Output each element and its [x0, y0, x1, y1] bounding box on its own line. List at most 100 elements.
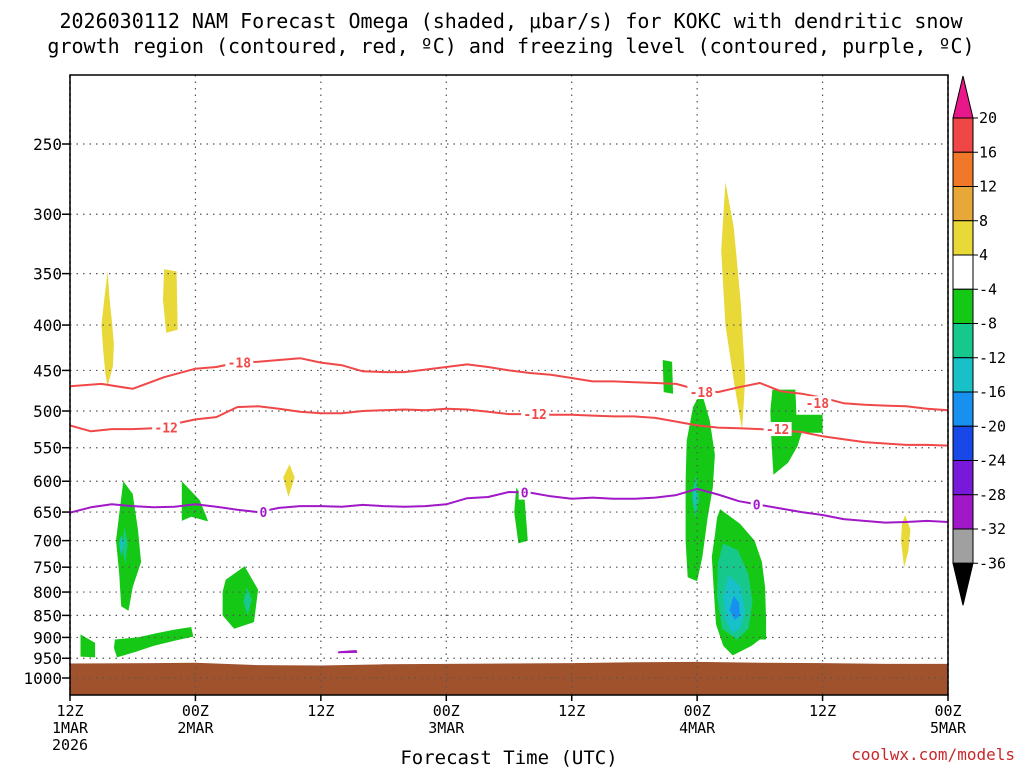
omega-area-23: [337, 650, 358, 654]
colorbar-label: -4: [979, 280, 997, 298]
omega-area-3: [721, 182, 746, 430]
x-axis-title: Forecast Time (UTC): [400, 747, 617, 768]
colorbar-label: 4: [979, 246, 988, 264]
omega-area-10: [514, 487, 528, 544]
contour-label-bg: [225, 355, 254, 370]
y-tick-label: 650: [33, 503, 62, 522]
x-tick-label: 12Z: [307, 702, 334, 720]
y-tick-label: 850: [33, 606, 62, 625]
y-tick-label: 700: [33, 532, 62, 551]
contour-label--18: -18: [228, 357, 252, 372]
y-tick-label: 1000: [23, 669, 62, 688]
y-tick-label: 250: [33, 135, 62, 154]
omega-area-2: [283, 464, 295, 497]
x-tick-label: 12Z: [56, 702, 83, 720]
contour-label-bg: [152, 420, 181, 435]
omega-area-20: [693, 487, 697, 511]
colorbar-swatch: [952, 288, 974, 324]
y-axis: 250 300 350 400 450 500 550 600 650 700 750 800 850 9…: [23, 135, 70, 688]
y-tick-label: 300: [33, 205, 62, 224]
colorbar-swatch: [952, 425, 974, 461]
contour-label-bg: [521, 407, 550, 422]
x-tick-label: 12Z: [558, 702, 585, 720]
colorbar: 20 16 12 8 4 -4 -8 -12 -16 -20 -24 -28 -32 -36: [952, 75, 1006, 606]
colorbar-label: -8: [979, 315, 997, 333]
colorbar-label: -36: [979, 554, 1006, 572]
y-tick-label: 400: [33, 316, 62, 335]
colorbar-swatch: [952, 220, 974, 256]
colorbar-swatch: [952, 323, 974, 359]
y-tick-label: 600: [33, 472, 62, 491]
omega-shading-layer: [70, 182, 948, 695]
y-tick-label: 800: [33, 583, 62, 602]
y-tick-label: 750: [33, 558, 62, 577]
contour-label-0: 0: [753, 498, 761, 513]
isotherm-line-0: [70, 487, 948, 524]
x-tick-label: 5MAR: [930, 719, 967, 737]
x-tick-label: 2026: [52, 736, 88, 754]
colorbar-label: -32: [979, 520, 1006, 538]
omega-area-12: [685, 391, 715, 582]
x-tick-label: 00Z: [684, 702, 711, 720]
omega-area-5: [116, 481, 142, 611]
x-tick-label: 12Z: [809, 702, 836, 720]
colorbar-label: 20: [979, 109, 997, 127]
contour-label-bg: [803, 396, 832, 411]
omega-area-1: [163, 269, 178, 333]
y-tick-label: 500: [33, 402, 62, 421]
contour-labels: -18 -18 -18 -12 -12 -12 0 0 0: [152, 355, 832, 521]
colorbar-bottom-arrow: [952, 562, 974, 606]
omega-area-9: [113, 627, 194, 658]
omega-area-16: [243, 587, 252, 616]
colorbar-swatch: [952, 151, 974, 187]
x-tick-label: 1MAR: [52, 719, 89, 737]
x-tick-label: 00Z: [182, 702, 209, 720]
ground-fill: [70, 661, 948, 695]
contour-label--12: -12: [523, 408, 546, 423]
plot-background: [70, 75, 948, 695]
x-tick-label: 00Z: [433, 702, 460, 720]
colorbar-swatch: [952, 186, 974, 222]
omega-area-8: [80, 634, 96, 658]
omega-area-22: [729, 595, 740, 620]
chart-title-line-1: 2026030112 NAM Forecast Omega (shaded, μ…: [59, 9, 963, 33]
contour-label-bg: [518, 485, 531, 500]
y-tick-label: 350: [33, 265, 62, 284]
contour-label-0: 0: [259, 506, 267, 521]
colorbar-swatch: [952, 528, 974, 564]
omega-area-6: [181, 481, 208, 522]
y-tick-label: 550: [33, 439, 62, 458]
colorbar-label: -20: [979, 417, 1006, 435]
y-tick-label: 450: [33, 361, 62, 380]
contour-label-bg: [750, 497, 763, 512]
colorbar-label: -12: [979, 349, 1006, 367]
x-tick-label: 00Z: [934, 702, 961, 720]
omega-area-15: [122, 526, 128, 565]
x-tick-label: 4MAR: [679, 719, 716, 737]
omega-area-0: [101, 271, 114, 387]
omega-area-11: [662, 360, 674, 394]
colorbar-label: 8: [979, 212, 988, 230]
colorbar-label: 16: [979, 143, 997, 161]
colorbar-swatch: [952, 254, 974, 290]
colorbar-swatch: [952, 460, 974, 496]
contour-label-bg: [257, 505, 270, 520]
site-credit: coolwx.com/models: [851, 745, 1015, 764]
y-tick-label: 950: [33, 649, 62, 668]
y-tick-label: 900: [33, 628, 62, 647]
omega-area-7: [222, 566, 259, 629]
colorbar-swatch: [952, 391, 974, 427]
contour-label-0: 0: [521, 487, 529, 502]
contour-label--18: -18: [690, 386, 714, 401]
contour-label--12: -12: [766, 423, 789, 438]
contour-label-bg: [763, 422, 792, 437]
contour-label--12: -12: [154, 422, 177, 437]
colorbar-swatch: [952, 357, 974, 393]
isotherm-line--12: [70, 405, 948, 447]
plot-frame: [69, 74, 949, 696]
colorbar-label: 12: [979, 178, 997, 196]
chart-title-line-2: growth region (contoured, red, ºC) and f…: [47, 34, 974, 58]
colorbar-swatch: [952, 494, 974, 530]
